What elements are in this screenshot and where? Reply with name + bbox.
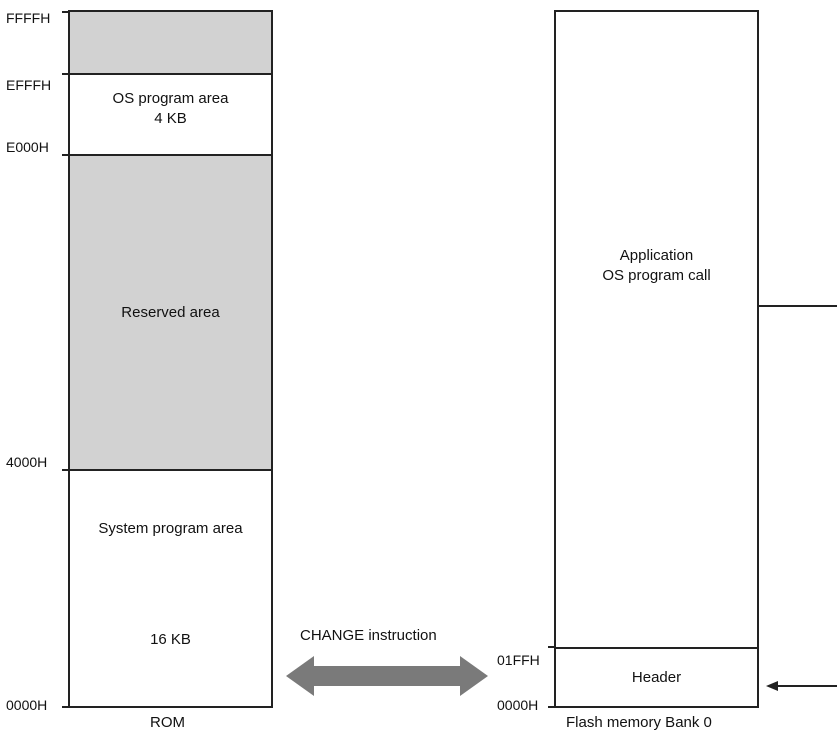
rom-address-0000h: 0000H [6, 697, 48, 713]
flash-tick-0000h [548, 706, 556, 708]
reserved-area-label: Reserved area [121, 303, 220, 321]
flash-header-region: Header [554, 647, 759, 708]
rom-tick-4000h [62, 469, 70, 471]
rom-tick-ffffh [62, 11, 70, 13]
os-call-connector-line [759, 305, 837, 307]
os-program-call-label: OS program call [602, 267, 711, 284]
rom-address-efffh: EFFFH [6, 77, 52, 93]
rom-tick-efffh [62, 73, 70, 75]
flash-application-region: Application OS program call [554, 10, 759, 649]
double-arrow-icon [286, 656, 488, 696]
rom-tick-0000h [62, 706, 70, 708]
rom-address-ffffh: FFFFH [6, 10, 51, 26]
rom-address-e000h: E000H [6, 139, 49, 155]
rom-reserved-region: Reserved area [68, 154, 273, 471]
rom-address-4000h: 4000H [6, 454, 48, 470]
system-program-area-label: System program area [98, 520, 243, 537]
rom-tick-e000h [62, 154, 70, 156]
change-instruction-label: CHANGE instruction [300, 627, 437, 644]
os-program-area-label: OS program area [112, 90, 229, 107]
os-program-area-size: 4 KB [154, 110, 187, 127]
flash-address-0000h: 0000H [497, 697, 539, 713]
application-label: Application [619, 247, 694, 264]
header-label: Header [631, 668, 682, 686]
rom-os-program-region: OS program area 4 KB [68, 73, 273, 156]
rom-caption: ROM [150, 714, 185, 731]
flash-caption: Flash memory Bank 0 [566, 714, 712, 731]
header-pointer-arrow-icon [766, 681, 837, 691]
system-program-area-size: 16 KB [150, 631, 191, 648]
rom-system-program-region: System program area 16 KB [68, 469, 273, 708]
rom-top-reserved-region [68, 10, 273, 75]
flash-address-01ffh: 01FFH [497, 652, 540, 668]
flash-tick-01ffh [548, 646, 556, 648]
